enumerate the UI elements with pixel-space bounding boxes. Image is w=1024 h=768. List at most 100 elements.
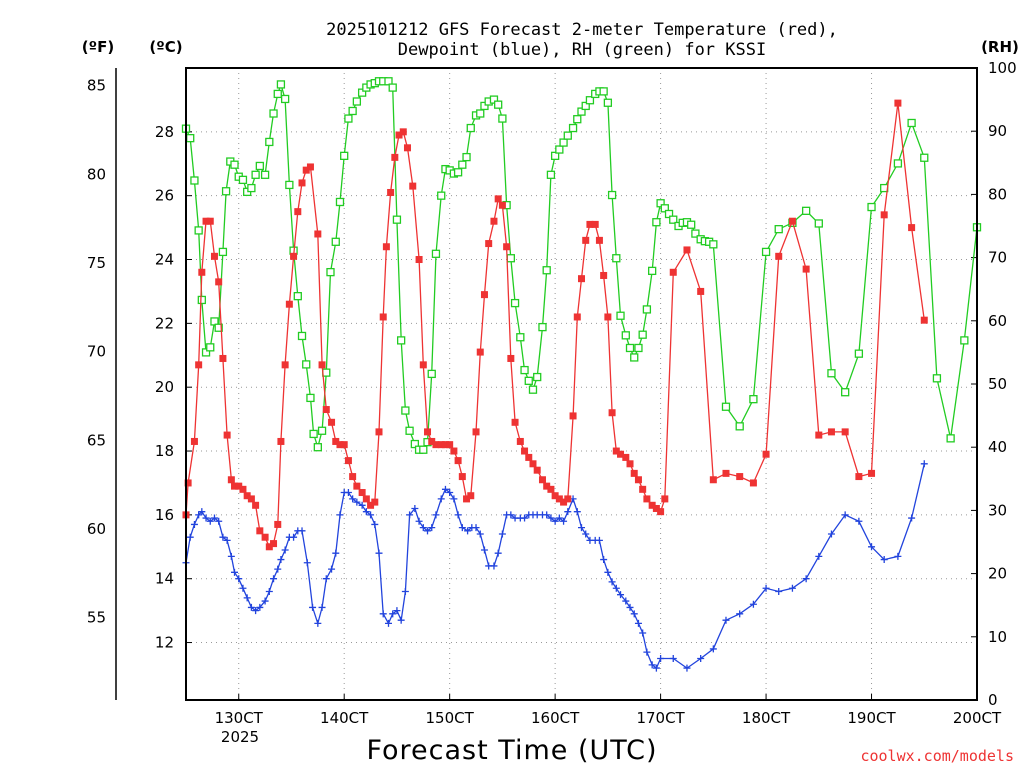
dewpoint-point <box>630 610 638 618</box>
temperature-point <box>463 495 471 503</box>
rh-point <box>559 138 568 147</box>
rh-point <box>255 161 264 171</box>
rh-point <box>340 151 349 160</box>
celsius-unit-label: (ºC) <box>149 38 182 56</box>
rh-point <box>946 434 955 443</box>
dewpoint-line <box>185 463 925 670</box>
rh-point <box>410 439 420 449</box>
fahrenheit-tick-label: 80 <box>87 165 106 183</box>
dewpoint-point <box>648 661 656 669</box>
temperature-point <box>302 166 310 174</box>
temperature-point <box>569 412 577 420</box>
dewpoint-point <box>277 556 285 564</box>
rh-series <box>181 77 982 454</box>
dewpoint-point <box>362 508 370 516</box>
temperature-point <box>639 485 647 493</box>
rh-point <box>494 100 503 109</box>
dewpoint-point <box>472 524 480 532</box>
dewpoint-point <box>802 575 810 583</box>
dewpoint-point <box>367 511 375 519</box>
temperature-point <box>634 476 642 484</box>
rh-point <box>221 187 231 196</box>
dewpoint-point <box>210 514 218 522</box>
temperature-point <box>494 195 502 203</box>
temperature-point <box>600 271 608 279</box>
rh-point <box>612 254 621 263</box>
temperature-point <box>485 240 493 248</box>
temperature-point <box>586 220 594 228</box>
temperature-point <box>521 447 529 455</box>
fahrenheit-unit-label: (ºF) <box>82 38 114 56</box>
temperature-point <box>219 354 227 362</box>
dewpoint-point <box>868 543 876 551</box>
dewpoint-point <box>389 610 397 618</box>
temperature-point <box>551 492 559 500</box>
dewpoint-point <box>521 514 529 522</box>
dewpoint-point <box>600 556 608 564</box>
dewpoint-point <box>446 489 454 497</box>
dewpoint-point <box>219 533 227 541</box>
temperature-point <box>294 208 302 216</box>
rh-tick-label: 60 <box>988 312 1007 330</box>
temperature-point <box>206 217 214 225</box>
temperature-point <box>252 501 260 509</box>
rh-point <box>801 206 811 215</box>
rh-point <box>197 295 206 305</box>
rh-point <box>524 376 533 385</box>
temperature-point <box>657 508 665 516</box>
temperature-point <box>736 473 744 481</box>
rh-point <box>721 402 731 411</box>
rh-point <box>563 131 572 140</box>
temperature-point <box>626 460 634 468</box>
temperature-point <box>533 466 541 474</box>
rh-tick-label: 30 <box>988 501 1007 519</box>
rh-point <box>867 202 876 212</box>
dewpoint-point <box>432 511 440 519</box>
fahrenheit-tick-label: 75 <box>87 254 106 272</box>
rh-point <box>388 83 397 92</box>
temperature-point <box>604 313 612 321</box>
temperature-point <box>788 217 796 225</box>
dewpoint-point <box>239 584 247 592</box>
dewpoint-point <box>401 587 409 595</box>
rh-point <box>761 247 771 257</box>
dewpoint-point <box>309 603 317 611</box>
dewpoint-point <box>393 607 401 615</box>
credit-link[interactable]: coolwx.com/models <box>860 747 1014 765</box>
temperature-point <box>920 316 928 324</box>
rh-point <box>190 176 199 185</box>
temperature-point <box>290 252 298 260</box>
dewpoint-point <box>494 549 502 557</box>
temperature-point <box>371 498 379 506</box>
dewpoint-point <box>261 597 269 605</box>
temperature-point <box>358 489 366 497</box>
celsius-tick-label: 18 <box>155 442 174 460</box>
dewpoint-point <box>582 530 590 538</box>
temperature-point <box>630 469 638 477</box>
rh-point <box>607 190 617 200</box>
dewpoint-point <box>322 575 330 583</box>
dewpoint-point <box>235 575 243 583</box>
x-tick-label: 160CT <box>531 709 580 727</box>
temperature-point <box>270 540 278 548</box>
temperature-point <box>669 268 677 276</box>
dewpoint-point <box>290 533 298 541</box>
temperature-point <box>450 447 458 455</box>
temperature-point <box>419 361 427 369</box>
dewpoint-point <box>336 511 344 519</box>
temperature-point <box>560 498 568 506</box>
dewpoint-point <box>318 603 326 611</box>
dewpoint-point <box>458 524 466 532</box>
rh-point <box>331 237 340 246</box>
temperature-point <box>564 495 572 503</box>
celsius-tick-label: 20 <box>155 378 174 396</box>
rh-point <box>634 343 643 353</box>
rh-point <box>230 160 239 169</box>
rh-point <box>577 107 586 116</box>
rh-point <box>384 77 393 86</box>
dewpoint-point <box>573 508 581 516</box>
rh-point <box>652 218 661 227</box>
rh-point <box>498 114 507 123</box>
dewpoint-point <box>384 619 392 627</box>
temperature-point <box>227 476 235 484</box>
